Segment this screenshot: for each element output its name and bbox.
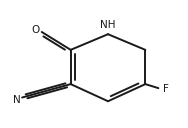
Text: O: O xyxy=(31,25,39,35)
Text: N: N xyxy=(13,95,20,105)
Text: F: F xyxy=(163,84,169,94)
Text: NH: NH xyxy=(100,20,116,30)
